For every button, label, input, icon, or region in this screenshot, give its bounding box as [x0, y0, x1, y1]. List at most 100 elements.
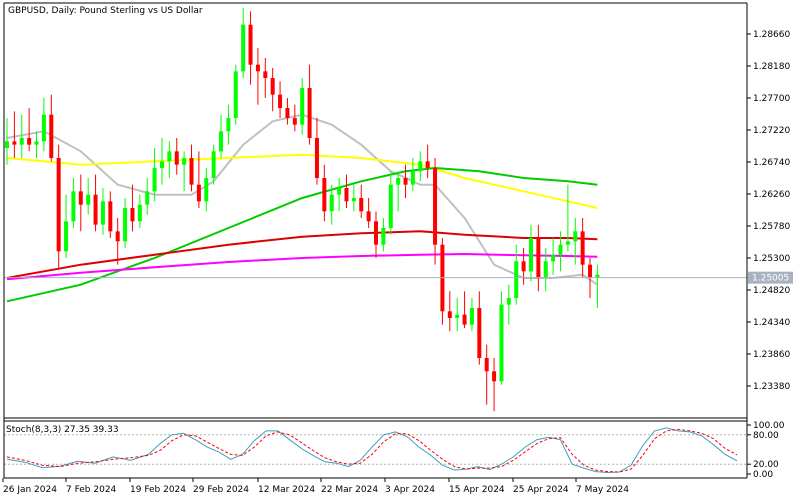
- candle-body: [447, 311, 452, 318]
- candle-body: [558, 244, 563, 255]
- stoch-line: [6, 428, 738, 473]
- candle-body: [34, 141, 39, 145]
- candle-body: [469, 308, 474, 325]
- candle-body: [137, 204, 142, 222]
- candle-body: [514, 261, 519, 298]
- candle-body: [307, 88, 312, 138]
- candle-body: [292, 118, 297, 125]
- candle-body: [425, 161, 430, 168]
- moving-average-line: [6, 166, 598, 303]
- candle-body: [521, 261, 526, 272]
- candle-body: [278, 94, 283, 108]
- candle-body: [145, 191, 150, 205]
- stoch-line: [6, 427, 738, 474]
- time-tick-label: 12 Mar 2024: [258, 485, 315, 495]
- candle-body: [189, 158, 194, 185]
- candle-body: [484, 358, 489, 372]
- candle-body: [56, 158, 61, 252]
- candle-body: [492, 371, 497, 382]
- candle-body: [300, 88, 305, 125]
- candle-body: [241, 24, 246, 72]
- candles: [5, 8, 600, 412]
- candle-body: [108, 201, 113, 232]
- candle-body: [196, 184, 201, 202]
- candle-body: [499, 304, 504, 382]
- price-tick-label: 1.27220: [753, 126, 790, 136]
- time-axis: 26 Jan 2024 7 Feb 2024 19 Feb 2024 29 Feb 2…: [2, 478, 629, 495]
- price-plot: [4, 8, 747, 412]
- candle-body: [27, 138, 32, 145]
- candle-body: [86, 194, 91, 205]
- candle-body: [418, 161, 423, 172]
- time-tick-label: 7 Feb 2024: [66, 485, 117, 495]
- moving-average-line: [6, 153, 598, 209]
- candle-body: [374, 221, 378, 245]
- candle-body: [322, 178, 327, 212]
- price-tick-label: 1.25780: [753, 222, 790, 232]
- stoch-tick-label: 100.00: [753, 421, 785, 431]
- current-price-box: [748, 271, 793, 284]
- stochastic-plot: [4, 427, 747, 474]
- candle-body: [314, 138, 319, 178]
- candle-body: [580, 231, 585, 265]
- stoch-tick-label: 0.00: [753, 470, 773, 480]
- candle-body: [433, 168, 438, 245]
- candle-body: [396, 178, 401, 185]
- candle-body: [71, 191, 76, 222]
- candle-body: [285, 108, 290, 118]
- price-tick-label: 1.28180: [753, 62, 790, 72]
- candle-body: [123, 208, 128, 242]
- candle-body: [270, 78, 275, 95]
- candle-body: [93, 194, 98, 225]
- current-price-value: 1.25005: [752, 274, 789, 284]
- candle-body: [410, 171, 415, 185]
- candle-body: [204, 178, 209, 202]
- price-tick-label: 1.24340: [753, 318, 790, 328]
- price-axis: 1.28660 1.28180 1.27700 1.27220 1.26740 1.262…: [747, 30, 790, 392]
- time-tick-label: 29 Feb 2024: [193, 485, 249, 495]
- candle-body: [337, 188, 342, 195]
- price-tick-label: 1.23380: [753, 382, 790, 392]
- candle-body: [49, 114, 54, 158]
- candle-body: [462, 314, 467, 325]
- candle-body: [595, 274, 600, 278]
- candle-body: [573, 231, 578, 242]
- candle-body: [551, 254, 556, 262]
- chart-title: GBPUSD, Daily: Pound Sterling vs US Doll…: [8, 6, 203, 16]
- candle-body: [41, 114, 46, 142]
- candle-body: [329, 194, 334, 212]
- candle-body: [115, 231, 120, 242]
- candle-body: [344, 188, 349, 202]
- stoch-title: Stoch(8,3,3) 27.35 39.33: [6, 425, 119, 435]
- candle-body: [543, 261, 548, 278]
- candle-body: [12, 141, 17, 145]
- candle-body: [5, 141, 9, 148]
- candle-body: [211, 151, 216, 178]
- candle-body: [174, 151, 179, 165]
- candle-body: [388, 184, 393, 228]
- candle-body: [248, 24, 253, 65]
- candle-body: [78, 191, 83, 205]
- price-tick-label: 1.24820: [753, 286, 790, 296]
- candle-body: [506, 298, 511, 305]
- time-tick-label: 26 Jan 2024: [3, 485, 57, 495]
- time-tick-label: 15 Apr 2024: [449, 485, 505, 495]
- candle-body: [455, 314, 460, 318]
- time-tick-label: 7 May 2024: [576, 485, 629, 495]
- price-tick-label: 1.27700: [753, 94, 790, 104]
- candle-body: [403, 178, 408, 185]
- time-tick-label: 22 Mar 2024: [321, 485, 378, 495]
- price-tick-label: 1.26740: [753, 158, 790, 168]
- candle-body: [182, 158, 187, 165]
- candle-body: [219, 131, 224, 152]
- candle-body: [130, 208, 135, 222]
- time-tick-label: 3 Apr 2024: [385, 485, 435, 495]
- candle-body: [255, 64, 260, 72]
- candle-body: [588, 264, 593, 278]
- candle-body: [263, 71, 268, 78]
- candle-body: [381, 228, 386, 245]
- candle-body: [565, 241, 570, 245]
